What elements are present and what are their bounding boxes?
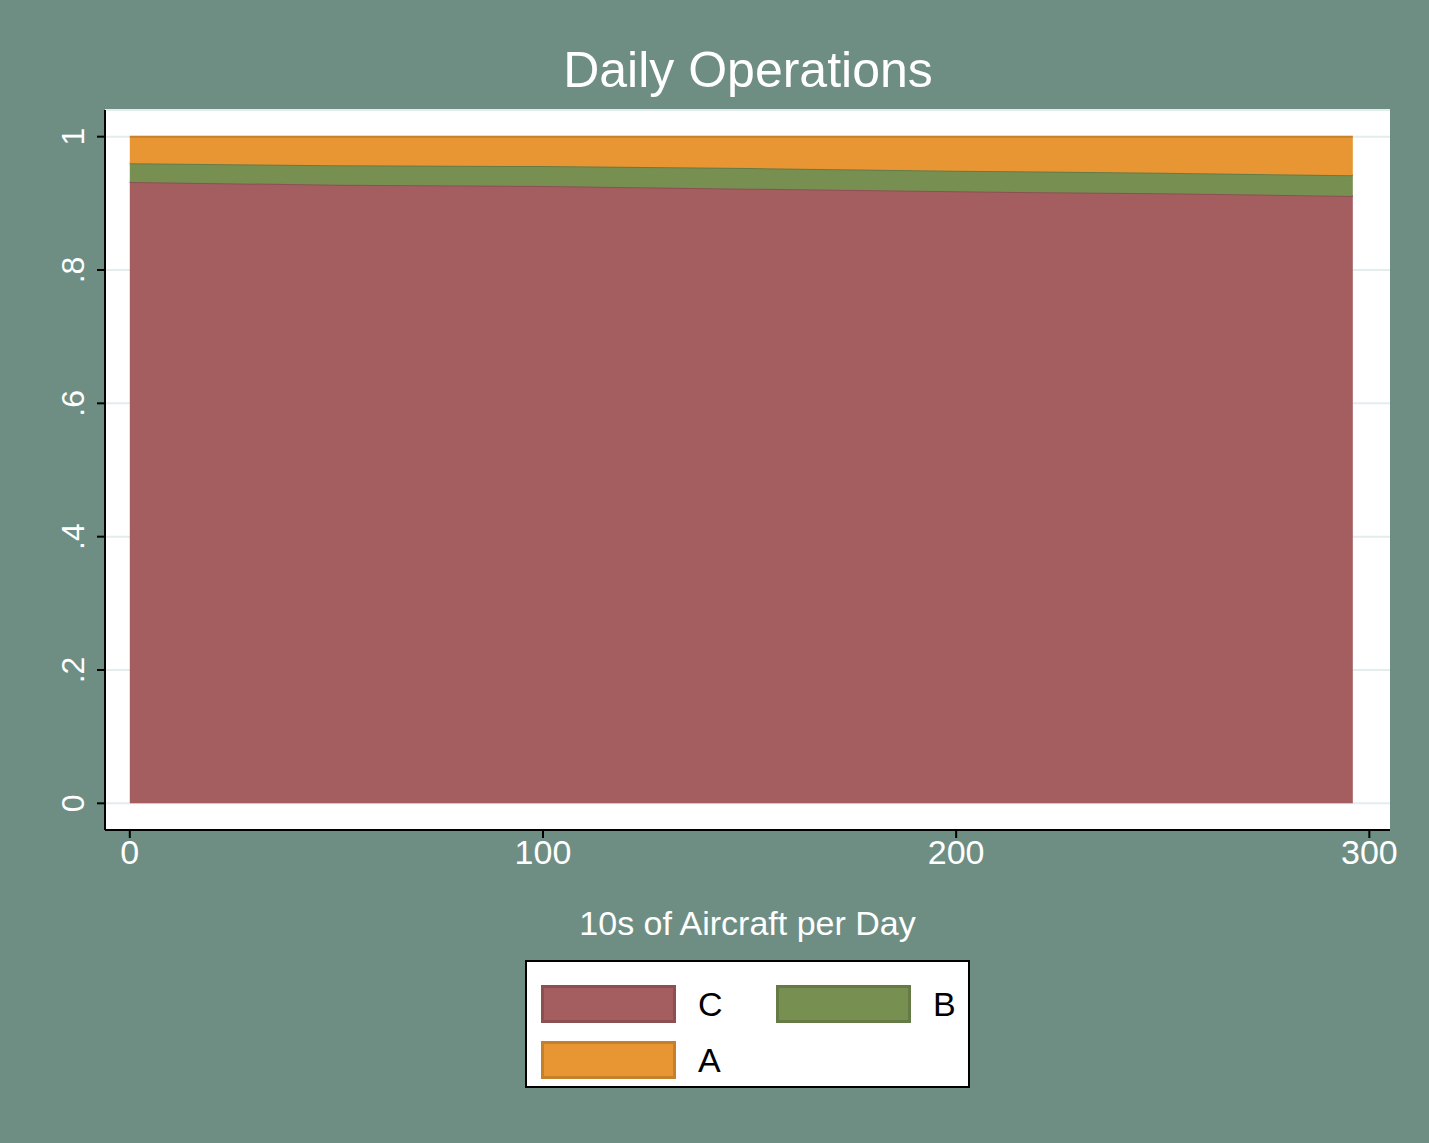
svg-text:0: 0 [120,833,139,871]
svg-text:.8: .8 [55,257,91,284]
svg-text:10s of Aircraft per Day: 10s of Aircraft per Day [579,904,915,942]
svg-text:0: 0 [55,794,91,812]
html-text:Daily Operations: Daily Operations [563,42,933,98]
html-text:B: B [933,984,956,1023]
html-text:A: A [698,1040,721,1079]
svg-text:1: 1 [55,128,91,146]
html-text:C: C [698,984,723,1023]
svg-text:.4: .4 [55,523,91,550]
svg-text:100: 100 [515,833,572,871]
svg-text:.2: .2 [55,657,91,684]
svg-text:200: 200 [928,833,985,871]
svg-text:.6: .6 [55,390,91,417]
svg-text:300: 300 [1341,833,1398,871]
